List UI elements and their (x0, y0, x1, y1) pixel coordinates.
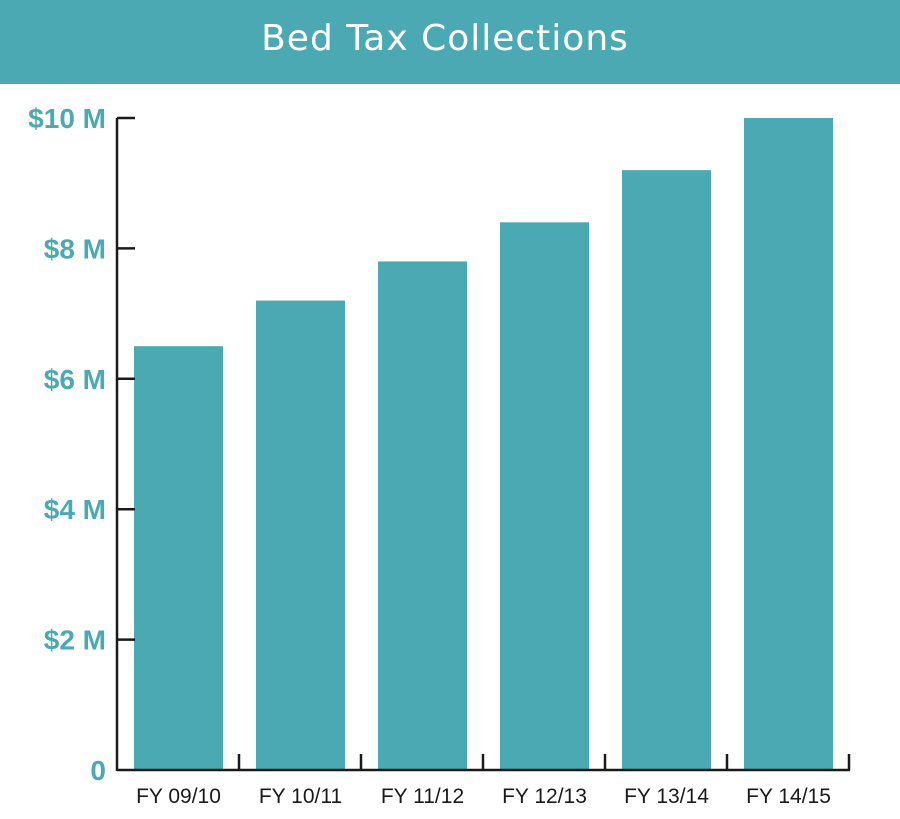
chart-title: Bed Tax Collections (261, 18, 629, 59)
y-tick-label: 0 (90, 755, 106, 786)
y-tick-label: $2 M (44, 625, 106, 656)
x-axis-ticks: FY 09/10 FY 10/11 FY 11/12 FY 12/13 FY 13/14… (136, 754, 851, 808)
bar-fy-14-15 (744, 118, 833, 770)
axes-group (115, 118, 850, 772)
x-tick-label: FY 09/10 (136, 785, 221, 808)
x-tick-label: FY 10/11 (259, 785, 342, 808)
y-axis-ticks: 0 $2 M $4 M $6 M $8 M $10 M (28, 103, 135, 786)
bar-fy-11-12 (378, 261, 467, 770)
bar-fy-10-11 (256, 300, 345, 770)
x-tick-label: FY 12/13 (502, 785, 587, 808)
x-tick-label: FY 14/15 (746, 785, 831, 808)
bar-fy-09-10 (134, 346, 223, 770)
x-tick-label: FY 11/12 (381, 785, 464, 808)
bar-fy-12-13 (500, 222, 589, 770)
title-banner (0, 0, 900, 84)
y-tick-label: $8 M (44, 233, 106, 264)
y-tick-label: $6 M (44, 364, 106, 395)
bars-group (134, 118, 833, 770)
y-tick-label: $4 M (44, 494, 106, 525)
y-tick-label: $10 M (28, 103, 106, 134)
bar-fy-13-14 (622, 170, 711, 770)
x-tick-label: FY 13/14 (624, 785, 709, 808)
